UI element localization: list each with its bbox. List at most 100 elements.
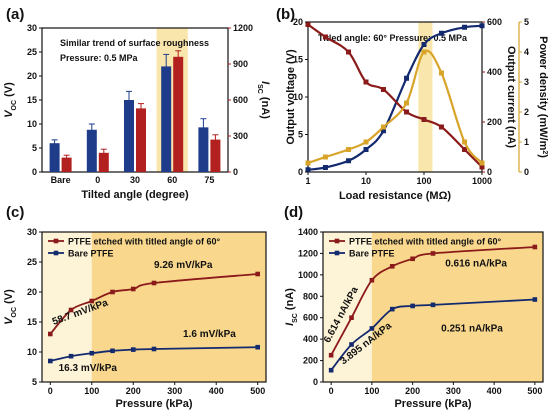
panel-a-right-ytick-label-1: 300 <box>233 131 248 141</box>
panel-b-point-s1-3 <box>363 79 369 85</box>
panel-c-point-s1-4 <box>130 347 136 352</box>
panel-b-point-s2-4 <box>380 124 386 130</box>
panel-b-right2-ytick-label-5: 5 <box>524 17 529 27</box>
panel-c-ylabel-part-0: V <box>3 316 15 325</box>
panel-b-xtick-label-0: 1 <box>305 176 310 186</box>
panel-d-point-s0-6 <box>532 244 538 250</box>
panel-b-label: (b) <box>276 6 295 23</box>
panel-d-legend-marker-0 <box>334 238 340 244</box>
panel-b-left-ytick-label-2: 10 <box>293 92 303 102</box>
panel-b-point-s1-7 <box>438 124 444 130</box>
panel-d-ylabel-part-1: SC <box>292 313 299 323</box>
panel-c-left-ytick-label-0: 5 <box>32 377 37 387</box>
panel-a-right-ytick-label-0: 0 <box>233 167 238 177</box>
panel-a-xtick-label-4: 75 <box>204 175 214 185</box>
panel-d-annotation-0: 0.616 nA/kPa <box>445 258 507 269</box>
panel-d-xtick-label-0: 0 <box>329 386 334 396</box>
panel-a-ylabel-right-part-2: (nA) <box>259 94 271 119</box>
panel-b-ylabel-right2-part-2: ) <box>537 154 549 158</box>
panel-b-point-s0-0 <box>305 167 311 173</box>
panel-d-left-ytick-label-4: 800 <box>303 291 318 301</box>
panel-a-bar-s0-3 <box>161 66 172 172</box>
panel-b-point-s0-2 <box>346 158 352 164</box>
panel-a-ylabel-left-part-0: V <box>3 109 15 118</box>
panel-d-point-s0-3 <box>389 263 395 269</box>
panel-a-left-ytick-label-4: 20 <box>27 71 37 81</box>
panel-d-annotation-2: 0.251 nA/kPa <box>441 324 503 335</box>
panel-d-xtick-label-5: 500 <box>527 386 542 396</box>
panel-b-point-s2-8 <box>462 139 468 145</box>
panel-d-label: (d) <box>284 204 303 221</box>
panel-a-ylabel-right: ISC (nA) <box>257 81 272 119</box>
panel-d-ylabel-part-2: (nA) <box>284 288 296 313</box>
panel-c-label: (c) <box>6 204 24 221</box>
panel-b-note: Titled angle: 60° Pressure: 0.5 MPa <box>318 33 468 43</box>
panel-c-xtick-label-5: 500 <box>250 386 265 396</box>
panel-c-left-ytick-label-2: 15 <box>27 317 37 327</box>
panel-b-point-s0-5 <box>404 75 410 81</box>
panel-d-left-ytick-label-3: 600 <box>303 313 318 323</box>
panel-a-xtick-label-3: 60 <box>167 175 177 185</box>
panel-a-label: (a) <box>6 6 24 23</box>
panel-a-left-ytick-label-6: 30 <box>27 23 37 33</box>
panel-d-point-s1-2 <box>369 326 375 331</box>
panel-b-point-s0-9 <box>479 23 485 29</box>
panel-b-line-s0 <box>307 24 483 171</box>
panel-c-legend-text-0: PTFE etched with titled angle of 60° <box>68 237 221 247</box>
panel-d-chart: (d) PTFE etched with titled angle of 60° B… <box>284 204 544 410</box>
panel-b-left-ytick-label-4: 20 <box>293 17 303 27</box>
panel-b-point-s1-0 <box>305 22 311 27</box>
panel-a-bar-s1-3 <box>173 56 184 172</box>
panel-c-ylabel-part-2: (V) <box>3 289 15 307</box>
panel-c-region-high <box>91 232 267 382</box>
panel-b-right1-ytick-label-3: 600 <box>487 17 502 27</box>
panel-a-left-ytick-label-1: 5 <box>32 143 37 153</box>
panel-d-left-ytick-label-1: 200 <box>303 356 318 366</box>
panel-b-xtick-label-1: 10 <box>361 176 371 186</box>
panel-c-xtick-label-0: 0 <box>48 386 53 396</box>
panel-b-ylabel-right2: Power density (mW/m2) <box>537 36 549 158</box>
panel-d-xtick-label-2: 200 <box>405 386 420 396</box>
panel-c-annotation-3: 16.3 mV/kPa <box>59 363 118 374</box>
panel-a-left-ytick-label-5: 25 <box>27 47 37 57</box>
panel-b-point-s2-1 <box>322 154 328 160</box>
panel-c-xtick-label-3: 300 <box>167 386 182 396</box>
panel-b-right1-ytick-label-1: 200 <box>487 117 502 127</box>
panel-b-point-s1-4 <box>380 87 386 92</box>
panel-d-point-s0-5 <box>430 251 436 256</box>
panel-d-xtick-label-1: 100 <box>364 386 379 396</box>
panel-c-xlabel: Pressure (kPa) <box>115 398 192 410</box>
panel-a-ylabel-left-part-2: (V) <box>3 82 15 100</box>
panel-b-point-s2-9 <box>479 160 485 166</box>
panel-a-ylabel-right-part-0: I <box>259 81 271 85</box>
panel-b-point-s2-2 <box>346 147 352 152</box>
panel-a-bar-s1-4 <box>210 139 221 172</box>
panel-c-ylabel: VOC (V) <box>3 289 18 325</box>
panel-c-point-s1-5 <box>151 346 157 352</box>
panel-a-bar-s0-4 <box>198 127 209 172</box>
panel-b-right2-ytick-label-1: 1 <box>524 137 529 147</box>
panel-a-bar-s0-2 <box>124 100 134 172</box>
panel-a-bar-s1-0 <box>61 157 72 172</box>
panel-a-ylabel-right-part-1: SC <box>257 84 264 94</box>
panel-a-right-ytick-label-3: 900 <box>233 59 248 69</box>
panel-b-line-s1 <box>307 23 483 168</box>
panel-d-point-s1-5 <box>430 302 436 308</box>
panel-c-frame <box>41 231 267 383</box>
panel-c-point-s0-4 <box>130 286 136 292</box>
panel-b-ylabel-left: Output voltage (V) <box>285 49 297 145</box>
panel-d-point-s1-1 <box>349 342 354 347</box>
panel-b-point-s1-2 <box>346 49 352 55</box>
panel-c-left-ytick-label-4: 25 <box>27 257 37 267</box>
panel-d-legend-text-0: PTFE etched with titled angle of 60° <box>349 237 502 247</box>
panel-b-ylabel-right2-part-0: Power density (mW/m <box>537 36 549 151</box>
panel-c-annotation-2: 1.6 mV/kPa <box>183 329 236 340</box>
panel-a-bar-s0-1 <box>86 129 97 172</box>
panel-c-annotation-0: 9.26 mV/kPa <box>154 260 213 271</box>
panel-b-point-s1-5 <box>404 109 410 115</box>
panel-b-right2-ytick-label-3: 3 <box>524 77 529 87</box>
panel-b-left-ytick-label-1: 5 <box>298 130 303 140</box>
panel-a-right-ytick-label-4: 1200 <box>233 23 253 33</box>
panel-d-point-s1-4 <box>410 303 415 309</box>
panel-d-xlabel: Pressure (kPa) <box>394 398 471 410</box>
